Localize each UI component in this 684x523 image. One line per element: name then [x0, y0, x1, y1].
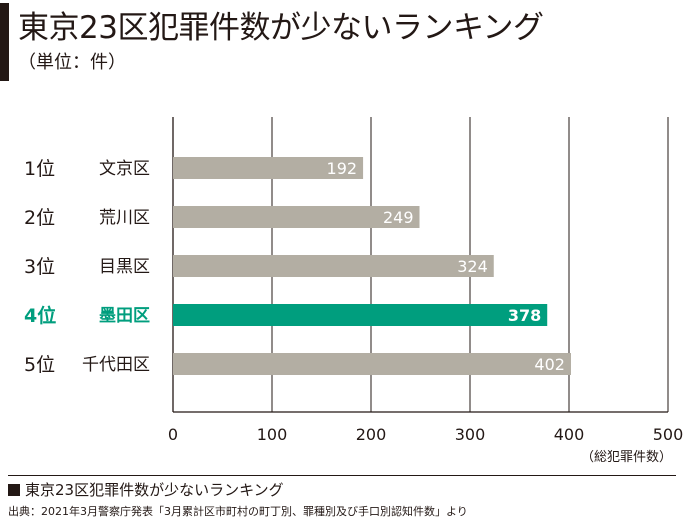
- x-tick-label: 500: [653, 425, 684, 444]
- chart-title: 東京23区犯罪件数が少ないランキング: [18, 10, 544, 46]
- rank-label: 4位: [24, 304, 56, 327]
- title-accent-bar: [0, 3, 9, 81]
- bar: [173, 304, 548, 326]
- caption-divider: [8, 475, 676, 476]
- x-tick-label: 200: [356, 425, 387, 444]
- bar-value-label: 192: [327, 159, 358, 178]
- figure-caption: 東京23区犯罪件数が少ないランキング: [8, 479, 284, 500]
- bar: [173, 255, 494, 277]
- ward-label: 目黒区: [99, 257, 150, 277]
- x-tick-label: 300: [455, 425, 486, 444]
- bar: [173, 353, 571, 375]
- x-axis-label: （総犯罪件数）: [581, 450, 672, 465]
- ward-label: 千代田区: [82, 355, 150, 375]
- bar-value-label: 249: [383, 208, 414, 227]
- ward-label: 文京区: [99, 159, 150, 179]
- rank-label: 1位: [24, 158, 55, 180]
- unit-label: （単位：件）: [18, 52, 126, 73]
- bar: [173, 206, 420, 228]
- rank-label: 3位: [24, 256, 55, 278]
- rank-label: 2位: [24, 207, 55, 229]
- ward-label: 墨田区: [99, 306, 150, 326]
- x-tick-label: 400: [554, 425, 585, 444]
- bar-value-label: 378: [508, 306, 541, 325]
- bar-value-label: 402: [534, 355, 565, 374]
- bar-chart: 0 100 200 300 400 500 （総犯罪件数） 1位 文京区 192 2位 荒川区 249 3…: [24, 117, 684, 465]
- figure-caption-text: 東京23区犯罪件数が少ないランキング: [25, 481, 284, 499]
- source-note: 出典：2021年3月警察庁発表「3月累計区市町村の町丁別、罪種別及び手口別認知件…: [8, 505, 468, 518]
- bar: [173, 157, 364, 179]
- square-bullet-icon: [8, 484, 20, 496]
- ward-label: 荒川区: [99, 208, 150, 228]
- x-tick-label: 100: [257, 425, 288, 444]
- x-tick-label: 0: [168, 425, 178, 444]
- bar-value-label: 324: [457, 257, 488, 276]
- rank-label: 5位: [24, 354, 55, 376]
